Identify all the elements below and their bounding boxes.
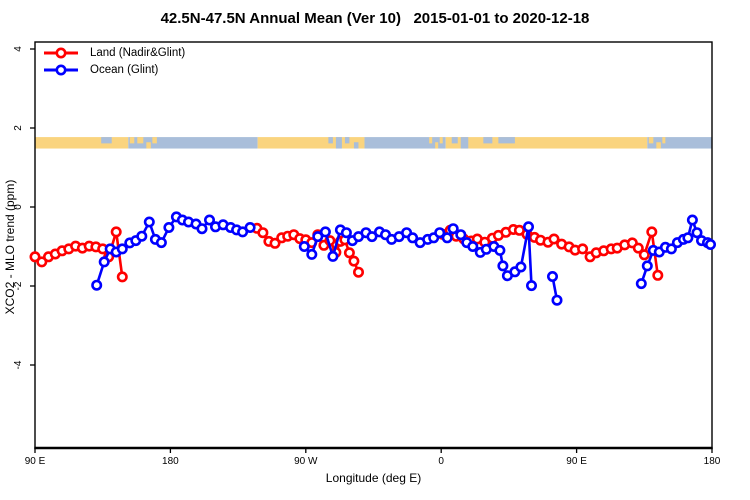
- x-tick-label: 180: [704, 456, 721, 467]
- y-tick-label: 0: [13, 204, 24, 210]
- map-strip-ocean-patch: [498, 137, 515, 144]
- data-point-ocean: [155, 237, 167, 249]
- map-strip-ocean-patch: [451, 137, 458, 144]
- x-tick-label: 0: [438, 456, 444, 467]
- data-point-ocean: [91, 279, 103, 291]
- map-strip-land-patch: [656, 142, 661, 149]
- x-tick-label: 90 E: [566, 456, 587, 467]
- data-point-ocean: [298, 241, 310, 253]
- data-point-ocean: [525, 280, 537, 292]
- data-point-ocean: [204, 214, 216, 226]
- data-point-land: [110, 226, 122, 238]
- data-point-land: [348, 255, 360, 267]
- data-point-land: [29, 251, 41, 263]
- y-axis-title: XCO2 - MLO trend (ppm): [3, 179, 17, 315]
- data-point-ocean: [686, 214, 698, 226]
- data-point-ocean: [434, 227, 446, 239]
- y-tick-label: -4: [13, 360, 24, 369]
- data-point-ocean: [497, 260, 509, 272]
- legend: Land (Nadir&Glint) Ocean (Glint): [42, 44, 185, 78]
- data-point-ocean: [665, 243, 677, 255]
- map-strip-ocean-segment: [128, 137, 258, 149]
- data-point-ocean: [546, 270, 558, 282]
- data-point-ocean: [455, 229, 467, 241]
- data-point-ocean: [447, 223, 459, 235]
- data-point-land: [343, 247, 355, 259]
- data-point-land: [257, 227, 269, 239]
- map-strip-ocean-patch: [328, 137, 333, 144]
- map-strip-land-patch: [435, 142, 439, 149]
- map-strip-land-patch: [146, 142, 151, 149]
- land-series-key-icon: [44, 47, 78, 58]
- data-point-ocean: [641, 260, 653, 272]
- data-point-land: [652, 269, 664, 281]
- ocean-series-key-icon: [44, 64, 78, 75]
- map-strip-land-patch: [662, 137, 666, 144]
- data-point-ocean: [691, 227, 703, 239]
- map-strip-ocean-patch: [353, 142, 359, 149]
- legend-item-ocean: Ocean (Glint): [42, 61, 185, 78]
- data-point-ocean: [407, 232, 419, 244]
- data-point-land: [269, 237, 281, 249]
- legend-item-land: Land (Nadir&Glint): [42, 44, 185, 61]
- map-strip-ocean-patch: [101, 137, 112, 144]
- map-strip-ocean-segment: [364, 137, 446, 149]
- map-strip-land-patch: [439, 137, 443, 144]
- data-point-ocean: [312, 231, 324, 243]
- data-point-ocean: [116, 243, 128, 255]
- data-point-ocean: [551, 294, 563, 306]
- map-strip-land-segment: [445, 137, 648, 149]
- x-tick-label: 90 W: [294, 456, 318, 467]
- map-strip-land-patch: [129, 137, 135, 144]
- data-point-ocean: [522, 221, 534, 233]
- data-point-ocean: [441, 232, 453, 244]
- data-point-ocean: [163, 222, 175, 234]
- data-point-ocean: [98, 256, 110, 268]
- map-strip-land-patch: [648, 137, 654, 144]
- y-tick-label: 2: [13, 125, 24, 131]
- data-point-land: [632, 242, 644, 254]
- data-point-ocean: [244, 222, 256, 234]
- data-point-ocean: [340, 227, 352, 239]
- data-point-ocean: [143, 216, 155, 228]
- map-strip-land-patch: [137, 137, 144, 144]
- map-strip-ocean-patch: [344, 137, 350, 144]
- data-point-ocean: [136, 230, 148, 242]
- data-point-ocean: [306, 248, 318, 260]
- data-point-land: [352, 266, 364, 278]
- data-point-land: [577, 243, 589, 255]
- map-strip-land-patch: [152, 137, 157, 144]
- legend-label-land: Land (Nadir&Glint): [90, 46, 186, 59]
- data-point-land: [548, 233, 560, 245]
- map-strip-ocean-segment: [647, 137, 712, 149]
- legend-label-ocean: Ocean (Glint): [90, 63, 159, 76]
- data-point-ocean: [682, 232, 694, 244]
- x-axis-title: Longitude (deg E): [325, 471, 422, 485]
- map-strip-ocean-patch: [460, 137, 469, 149]
- data-point-ocean: [704, 239, 716, 251]
- map-strip-land-segment: [35, 137, 129, 149]
- map-strip-ocean-patch: [335, 137, 342, 149]
- x-tick-label: 90 E: [25, 456, 46, 467]
- data-point-ocean: [515, 261, 527, 273]
- map-strip-ocean-patch: [483, 137, 493, 144]
- y-tick-label: 4: [13, 46, 24, 52]
- data-point-ocean: [319, 226, 331, 238]
- data-point-ocean: [196, 223, 208, 235]
- chart-title: 42.5N-47.5N Annual Mean (Ver 10) 2015-01…: [160, 10, 590, 27]
- map-strip-land-patch: [429, 137, 433, 144]
- data-point-ocean: [494, 244, 506, 256]
- x-tick-label: 180: [162, 456, 179, 467]
- data-point-land: [646, 226, 658, 238]
- data-point-ocean: [327, 250, 339, 262]
- y-tick-label: -2: [13, 281, 24, 290]
- data-point-land: [638, 249, 650, 261]
- data-point-ocean: [635, 278, 647, 290]
- data-point-ocean: [467, 241, 479, 253]
- data-point-land: [116, 271, 128, 283]
- map-strip-land-segment: [257, 137, 365, 149]
- data-point-ocean: [366, 231, 378, 243]
